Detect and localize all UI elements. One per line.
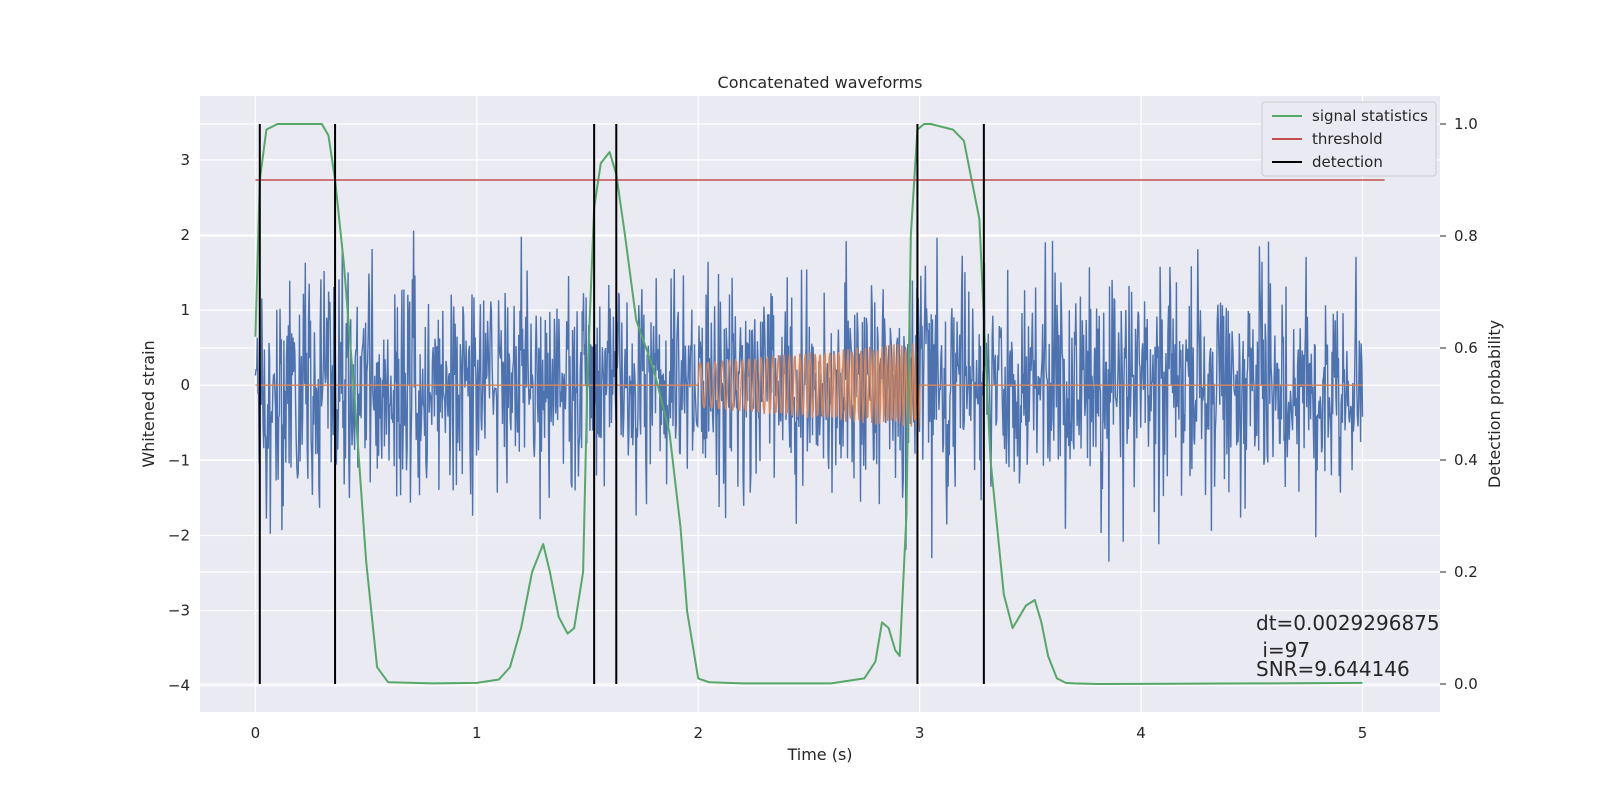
y-axis-right-label: Detection probability bbox=[1485, 320, 1504, 488]
detection-lines bbox=[258, 124, 985, 684]
legend-box bbox=[1261, 101, 1437, 177]
signal-statistics-line bbox=[254, 123, 1363, 685]
legend: signal statistics threshold detection bbox=[1261, 101, 1437, 177]
y-right-tick-label: 0.2 bbox=[1454, 563, 1478, 581]
y-left-tick-label: −3 bbox=[168, 602, 190, 620]
y-left-tick-label: 2 bbox=[180, 226, 190, 244]
y-left-tick-label: −1 bbox=[168, 451, 190, 469]
series-layer bbox=[254, 123, 1385, 685]
y-right-tick-label: 0.6 bbox=[1454, 339, 1478, 357]
y-right-tick-label: 0.8 bbox=[1454, 227, 1478, 245]
x-axis-label: Time (s) bbox=[786, 745, 852, 764]
y-right-tick-label: 0.0 bbox=[1454, 675, 1478, 693]
legend-label-signal-statistics: signal statistics bbox=[1312, 107, 1428, 125]
injected-waveform-line bbox=[255, 342, 1363, 428]
chart-title: Concatenated waveforms bbox=[718, 73, 923, 92]
legend-label-threshold: threshold bbox=[1312, 130, 1383, 148]
annotation-snr: SNR=9.644146 bbox=[1256, 657, 1410, 681]
y-left-tick-label: −4 bbox=[168, 677, 190, 695]
y-left-tick-label: −2 bbox=[168, 526, 190, 544]
annotation-index: i=97 bbox=[1256, 638, 1310, 662]
x-tick-label: 0 bbox=[251, 724, 261, 742]
y-left-tick-label: 1 bbox=[180, 301, 190, 319]
x-tick-label: 2 bbox=[693, 724, 703, 742]
annotation-dt: dt=0.0029296875 bbox=[1256, 611, 1440, 635]
y-right-tick-label: 0.4 bbox=[1454, 451, 1478, 469]
x-tick-label: 4 bbox=[1136, 724, 1146, 742]
x-tick-label: 3 bbox=[915, 724, 925, 742]
y-left-tick-label: 0 bbox=[180, 376, 190, 394]
x-tick-label: 5 bbox=[1358, 724, 1368, 742]
y-right-tick-label: 1.0 bbox=[1454, 115, 1478, 133]
y-left-tick-label: 3 bbox=[180, 151, 190, 169]
y-axis-left-label: Whitened strain bbox=[139, 340, 158, 467]
legend-label-detection: detection bbox=[1312, 153, 1383, 171]
x-tick-label: 1 bbox=[472, 724, 482, 742]
x-axis: 0 1 2 3 4 5 bbox=[251, 724, 1368, 742]
y-axis-right: 0.0 0.2 0.4 0.6 0.8 1.0 bbox=[1440, 115, 1478, 693]
y-axis-left: −4 −3 −2 −1 0 1 2 3 bbox=[168, 151, 190, 695]
